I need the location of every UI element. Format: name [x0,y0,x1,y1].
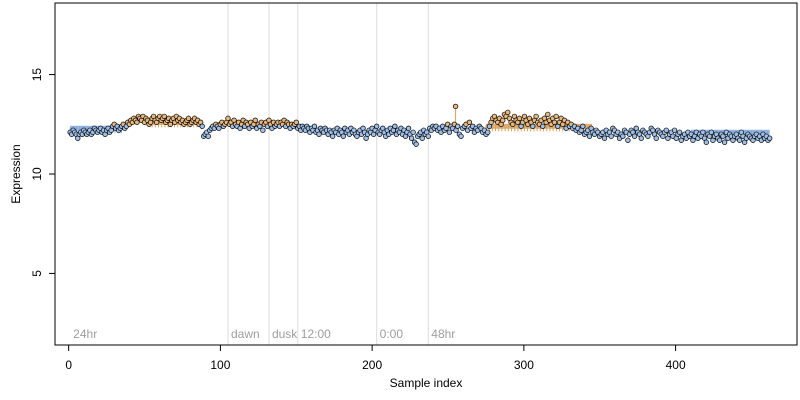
data-point [608,133,614,139]
data-point [252,117,258,123]
data-point [530,123,536,129]
data-point [720,133,726,139]
data-point [545,111,551,117]
data-point [553,113,559,119]
data-point [408,135,415,141]
highlight-point [452,103,459,110]
phase-labels: 24hr dawn dusk 12:00 0:00 48hr [73,327,455,341]
data-point [721,139,728,145]
data-point [708,129,714,135]
data-point [405,125,412,131]
x-tick-label: 100 [210,358,230,372]
data-point [199,123,205,129]
phase-label: dawn [231,327,260,341]
data-point [510,121,516,127]
data-point [620,133,626,139]
plot-frame [54,2,798,346]
data-point [392,123,398,129]
data-point [767,135,773,141]
phase-label: 0:00 [380,327,404,341]
data-point [533,113,539,119]
data-point [340,133,346,139]
phase-label: 24hr [73,327,97,341]
x-tick-label: 0 [65,358,72,372]
data-point [638,135,644,141]
x-tick-label: 400 [666,358,686,372]
data-point [425,133,431,139]
data-point [466,119,473,125]
data-point [580,123,586,129]
data-point [485,129,491,135]
data-point [316,131,322,137]
data-point [446,129,453,135]
data-point [458,133,464,139]
data-point [601,135,608,141]
data-points [67,103,773,147]
data-point [716,137,723,143]
data-point [551,119,558,125]
data-point [260,127,266,133]
phase-lines [227,3,429,345]
data-point [540,123,546,129]
data-point [225,115,231,121]
x-tick-label: 200 [362,358,382,372]
y-axis-title: Expression [9,144,23,203]
data-point [700,129,706,135]
data-point [134,119,140,125]
y-axis: 5 10 15 [30,68,55,277]
phase-label: dusk [272,327,298,341]
data-point [410,129,416,135]
data-point [631,133,638,139]
y-tick-label: 5 [30,270,44,277]
data-point [161,113,167,119]
y-tick-label: 10 [30,167,44,181]
phase-label: 12:00 [301,327,331,341]
data-point [293,119,299,125]
data-point [413,141,419,147]
data-point [419,135,425,141]
data-point [586,133,593,139]
x-axis-title: Sample index [390,376,463,390]
data-point [311,123,318,129]
data-point [205,133,211,139]
data-point [737,137,743,143]
data-point [703,139,709,145]
data-point [505,109,511,116]
data-point [455,123,461,129]
data-point [671,127,678,133]
data-point [185,115,192,121]
x-axis: 0 100 200 300 400 [65,345,686,372]
data-point [663,127,669,133]
data-point [516,115,523,121]
x-tick-label: 300 [514,358,534,372]
data-point [330,133,336,139]
data-point [500,117,506,123]
data-point [653,135,659,141]
data-point [676,129,683,135]
y-tick-label: 15 [30,68,44,82]
data-point [374,123,380,129]
data-point [625,137,631,143]
phase-label: 48hr [431,327,455,341]
